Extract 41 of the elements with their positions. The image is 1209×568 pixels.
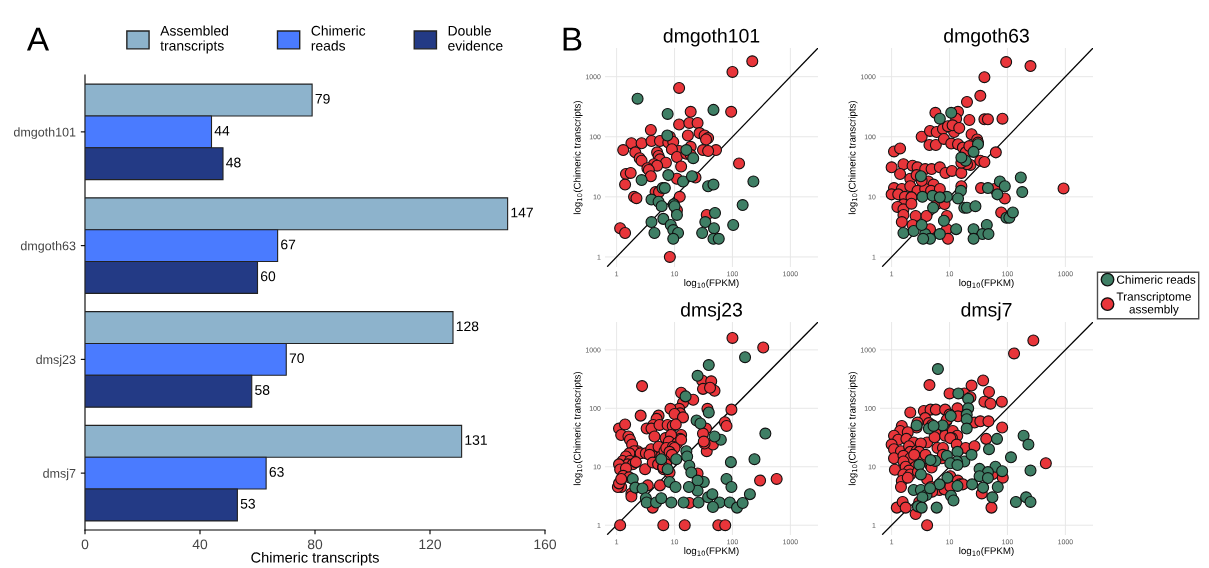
y-tick-label: dmsj7 <box>43 468 76 481</box>
chart-title: dmsj7 <box>961 302 1012 321</box>
x-axis-title: log$_{10}$(FPKM) <box>684 279 739 289</box>
y-axis-title: log$_{10}$(Chimeric transcripts) <box>573 371 583 486</box>
text: B <box>563 27 582 51</box>
data-label: 53 <box>240 498 255 509</box>
x-axis-title: log$_{10}$(FPKM) <box>684 547 739 557</box>
y-tick-label: dmgoth63 <box>20 241 76 253</box>
data-label: 63 <box>269 467 284 477</box>
legend-label: Transcriptome assembly <box>1116 292 1191 316</box>
x-tick-label: 120 <box>419 539 442 550</box>
data-label: 70 <box>289 353 304 364</box>
y-axis-title: log$_{10}$(Chimeric transcripts) <box>573 100 583 215</box>
data-label: 60 <box>260 271 276 282</box>
data-label: 128 <box>456 321 479 332</box>
x-axis-title: log$_{10}$(FPKM) <box>959 279 1014 289</box>
x-tick-label: 0 <box>81 539 89 550</box>
x-axis-title: log$_{10}$(FPKM) <box>959 547 1014 557</box>
chart-title: dmgoth63 <box>944 28 1029 47</box>
data-label: 79 <box>315 93 330 104</box>
data-label: 48 <box>226 157 241 168</box>
chart-title: dmgoth101 <box>663 28 760 47</box>
chart-title: dmsj23 <box>680 302 742 321</box>
data-label: 147 <box>511 207 533 218</box>
legend-label: Assembled transcripts <box>160 25 228 54</box>
text: A <box>26 27 50 51</box>
data-label: 58 <box>255 385 270 395</box>
data-label: 44 <box>214 125 230 136</box>
legend-label: Double evidence <box>448 25 503 51</box>
data-label: 131 <box>465 435 487 445</box>
y-tick-label: dmgoth101 <box>13 127 76 139</box>
data-label: 67 <box>281 239 296 250</box>
x-tick-label: 160 <box>534 539 557 550</box>
x-axis-title: Chimeric transcripts <box>251 551 379 566</box>
x-tick-label: 80 <box>307 539 323 550</box>
y-axis-title: log$_{10}$(Chimeric transcripts) <box>848 100 858 215</box>
legend-label: Chimeric reads <box>311 25 366 51</box>
y-tick-label: dmsj23 <box>36 354 76 367</box>
legend-label: Chimeric reads <box>1116 275 1196 284</box>
x-tick-label: 40 <box>192 539 208 550</box>
y-axis-title: log$_{10}$(Chimeric transcripts) <box>848 371 858 486</box>
